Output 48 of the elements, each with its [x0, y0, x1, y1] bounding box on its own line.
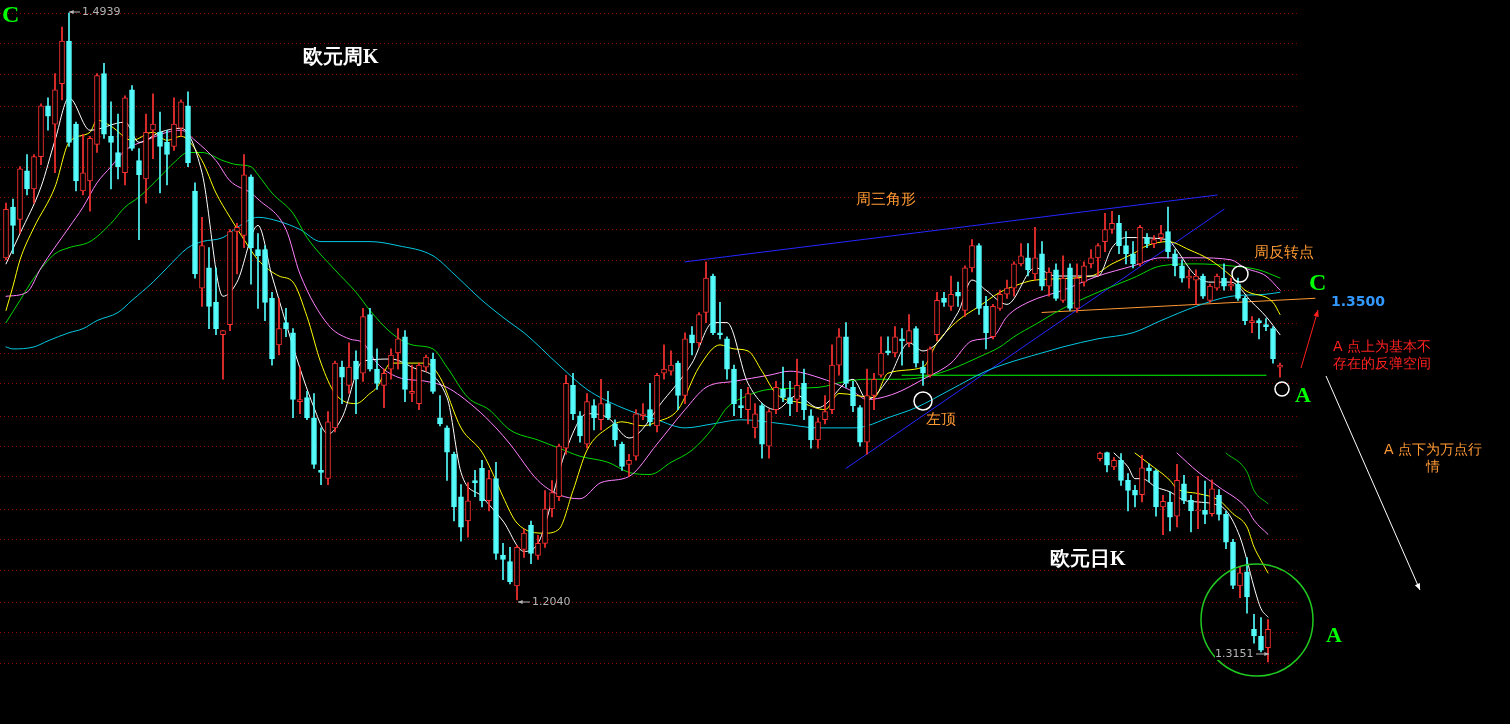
candlestick [640, 403, 646, 421]
candlestick [500, 542, 506, 581]
annotation: 左顶 [926, 410, 956, 428]
candlestick [1195, 476, 1201, 529]
candlestick [955, 281, 961, 307]
candlestick [164, 129, 170, 186]
candlestick [150, 93, 156, 159]
candlestick [409, 364, 415, 402]
candlestick [108, 101, 114, 190]
annotation: 1.2040 [532, 595, 571, 609]
candlestick [115, 113, 121, 180]
candlestick [738, 389, 744, 419]
annotation: 1.4939 [82, 5, 121, 19]
annotation: A [1295, 382, 1311, 409]
text: 1.3500 [1331, 293, 1386, 310]
annotation: 1.3151 [1215, 647, 1254, 661]
candlestick [787, 380, 793, 417]
text: A [1326, 622, 1342, 649]
candlestick [899, 328, 905, 366]
text: A 点下为万点行情 [1383, 441, 1483, 475]
candlestick [626, 453, 632, 477]
candlestick [1251, 614, 1257, 644]
candlestick [1146, 463, 1152, 483]
candlestick [1256, 318, 1262, 340]
candlestick [1160, 494, 1166, 536]
candlestick [283, 308, 289, 338]
candlestick [136, 148, 142, 240]
candlestick [661, 344, 667, 380]
candlestick [1202, 480, 1208, 524]
candlestick [1263, 318, 1269, 332]
candlestick [157, 111, 163, 194]
candlestick [437, 395, 443, 427]
candlestick [220, 330, 226, 380]
candlestick [1249, 316, 1255, 334]
candlestick [717, 302, 723, 340]
candlestick [234, 223, 240, 275]
candlestick [318, 427, 324, 485]
annotation: C [1309, 268, 1327, 297]
text: A 点上为基本不存在的反弹空间 [1333, 338, 1433, 372]
candlestick [255, 233, 261, 309]
annotation: C [2, 0, 20, 29]
annotation: 周反转点 [1254, 243, 1314, 261]
candlestick [297, 366, 303, 415]
candlestick [472, 470, 478, 498]
candlestick [780, 366, 786, 402]
text: 欧元周K [303, 44, 379, 68]
text: 欧元日K [1050, 546, 1126, 570]
annotation: 周三角形 [856, 190, 916, 208]
